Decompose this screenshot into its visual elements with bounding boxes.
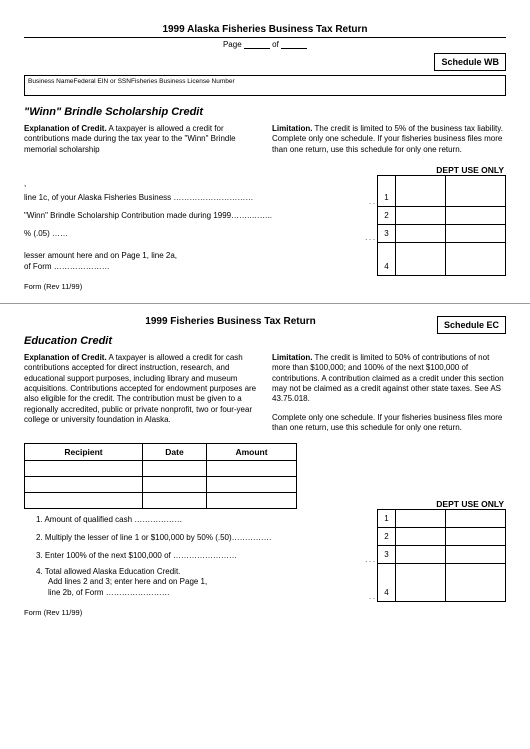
form-rev-1: Form (Rev 11/99) [24,282,506,291]
winn-row-2-dept [446,206,506,224]
edu-row-3-num: 3 [378,546,396,564]
edu-row-3-dept [446,546,506,564]
winn-row-2-num: 2 [378,206,396,224]
edu-row-2-value[interactable] [396,528,446,546]
winn-row-1-value[interactable] [396,176,446,207]
form-title: 1999 Alaska Fisheries Business Tax Retur… [24,24,506,38]
page-counter: Page of [24,40,506,49]
edu-row-1-dept [446,510,506,528]
winn-row-3-value[interactable] [396,224,446,242]
section-divider [0,303,530,304]
dept-use-label-1: DEPT USE ONLY [24,165,506,175]
winn-heading: "Winn" Brindle Scholarship Credit [24,106,506,118]
table-row [25,461,297,477]
dept-use-label-2: DEPT USE ONLY [24,499,506,509]
page-total-field[interactable] [281,40,307,49]
page-num-field[interactable] [244,40,270,49]
edu-row-4-num: 4 [378,564,396,601]
edu-explain-row: Explanation of Credit. A taxpayer is all… [24,353,506,434]
tax-form-page: 1999 Alaska Fisheries Business Tax Retur… [0,0,530,627]
business-info-row[interactable]: Business NameFederal EIN or SSNFisheries… [24,75,506,96]
edu-row-3-value[interactable] [396,546,446,564]
edu-title: 1999 Fisheries Business Tax Return [24,316,506,327]
edu-row-1-value[interactable] [396,510,446,528]
recip-h2: Date [143,444,207,461]
recip-h3: Amount [207,444,297,461]
edu-row-4-value[interactable] [396,564,446,601]
recip-h1: Recipient [25,444,143,461]
winn-row-4-value[interactable] [396,242,446,275]
schedule-wb-box: Schedule WB [434,53,506,71]
winn-row-3-num: 3 [378,224,396,242]
winn-row-1-num: 1 [378,176,396,207]
edu-heading: Education Credit [24,335,506,347]
edu-row-4-dept [446,564,506,601]
edu-row-1-num: 1 [378,510,396,528]
winn-row-4-dept [446,242,506,275]
winn-calc-table: , line 1c, of your Alaska Fisheries Busi… [24,175,506,276]
winn-row-3-dept [446,224,506,242]
edu-row-2-dept [446,528,506,546]
winn-explain-row: Explanation of Credit. A taxpayer is all… [24,124,506,155]
winn-row-2-value[interactable] [396,206,446,224]
edu-row-2-num: 2 [378,528,396,546]
winn-row-1-dept [446,176,506,207]
schedule-ec-box: Schedule EC [437,316,506,334]
edu-calc-table: 1. Amount of qualified cash ……………… 1 2. … [24,509,506,601]
form-rev-2: Form (Rev 11/99) [24,608,506,617]
table-row [25,477,297,493]
winn-row-4-num: 4 [378,242,396,275]
